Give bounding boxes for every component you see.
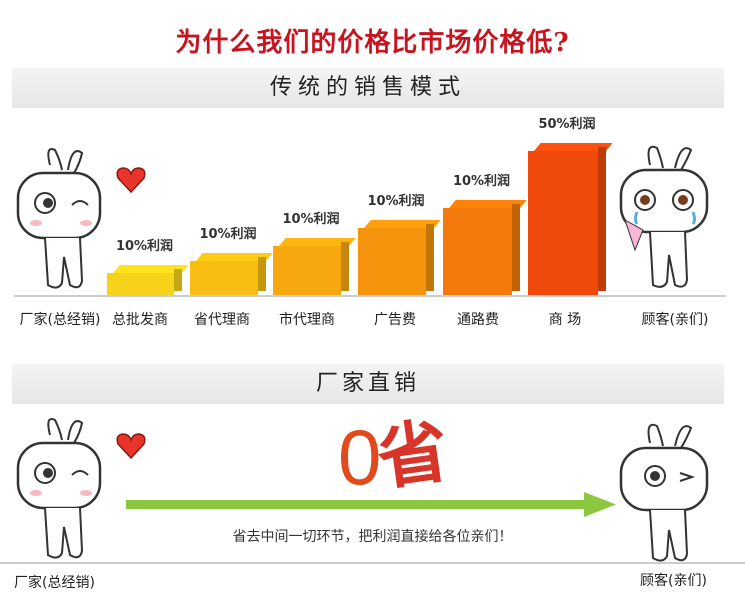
- direct-heading: 厂家直销: [12, 364, 724, 404]
- direct-arrow-icon: [126, 492, 616, 517]
- stage-label: 通路费: [457, 312, 499, 328]
- profit-label: 10%利润: [367, 194, 425, 209]
- stage-label: 商 场: [548, 312, 582, 328]
- profit-bar: [528, 143, 613, 295]
- crying-bunny-mascot-icon: [619, 145, 709, 288]
- profit-bar: [190, 253, 273, 295]
- stage-label: 厂家(总经销): [19, 312, 101, 328]
- page-title: 为什么我们的价格比市场价格低?: [175, 28, 570, 58]
- save-character: 省: [372, 409, 454, 501]
- stage-label: 总批发商: [112, 312, 168, 328]
- stage-label: 广告费: [374, 312, 416, 328]
- winking-bunny-mascot-icon: [619, 423, 709, 562]
- profit-bar: [443, 200, 527, 295]
- profit-label: 10%利润: [452, 174, 511, 189]
- stage-label: 市代理商: [279, 312, 335, 328]
- profit-bar: [358, 220, 441, 295]
- profit-bar: [107, 265, 189, 295]
- zero-numeral: 0: [338, 413, 382, 501]
- factory-label: 厂家(总经销): [14, 575, 95, 591]
- stage-label: 顾客(亲们): [641, 312, 709, 328]
- heart-icon: [116, 167, 146, 194]
- profit-label: 10%利润: [282, 212, 340, 227]
- happy-bunny-mascot-icon: [16, 148, 102, 289]
- happy-bunny-mascot-icon: [16, 418, 102, 559]
- customer-label: 顾客(亲们): [640, 573, 707, 589]
- baseline-divider: [14, 295, 726, 297]
- direct-caption: 省去中间一切环节，把利润直接给各位亲们！: [232, 529, 513, 545]
- traditional-heading: 传统的销售模式: [12, 68, 724, 108]
- bottom-divider: [0, 562, 745, 564]
- heart-icon: [116, 433, 146, 460]
- profit-bar: [273, 238, 356, 295]
- profit-label: 10%利润: [115, 239, 174, 254]
- profit-label: 50%利润: [538, 117, 596, 132]
- profit-label: 10%利润: [199, 227, 257, 242]
- stage-label: 省代理商: [194, 312, 250, 328]
